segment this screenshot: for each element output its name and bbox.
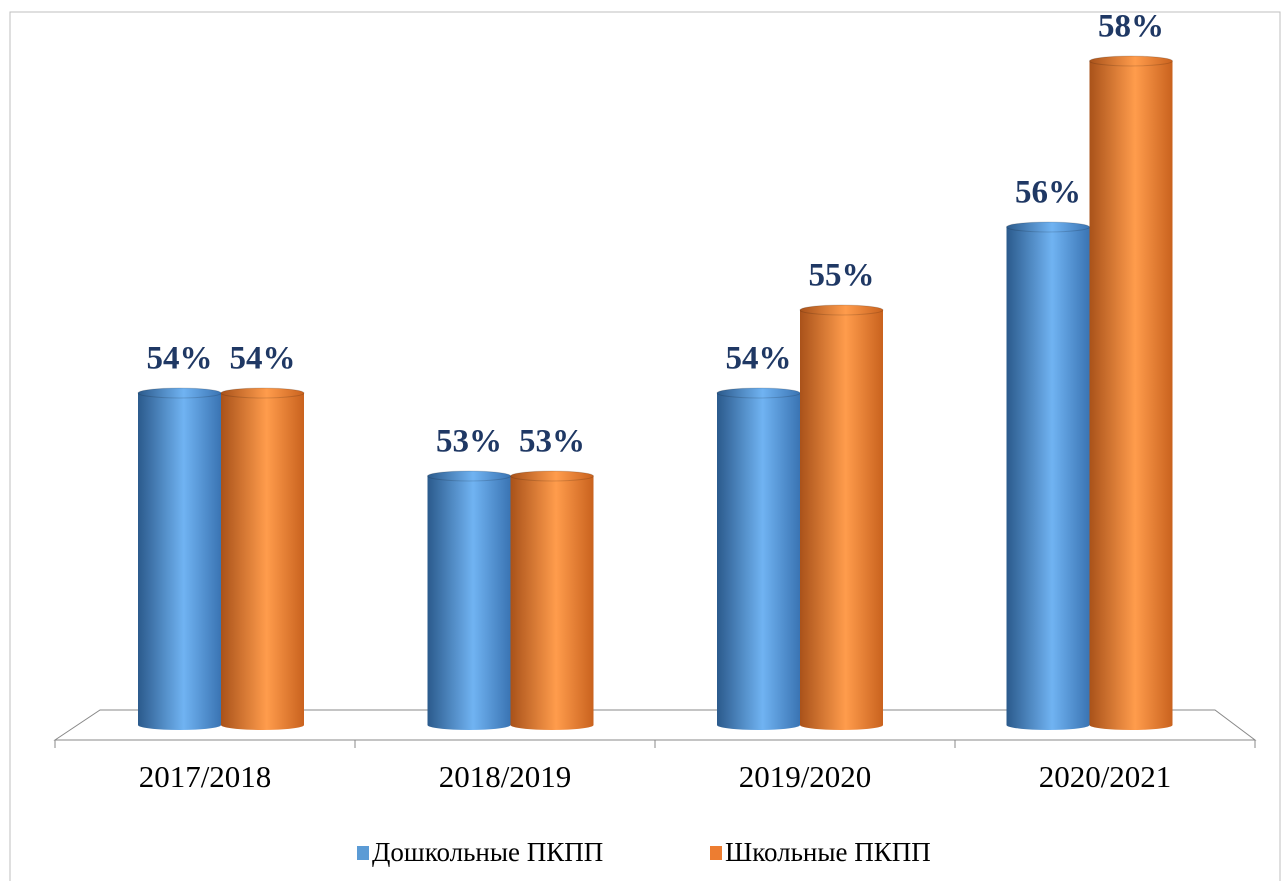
legend-label: Дошкольные ПКПП [372, 837, 603, 867]
bar-top [1089, 55, 1173, 67]
bar-top [510, 470, 594, 482]
legend-label: Школьные ПКПП [725, 837, 931, 867]
bar-top [427, 470, 511, 482]
chart-frame [9, 11, 1281, 881]
bar [427, 470, 511, 730]
value-label: 58% [1098, 9, 1164, 45]
bar-top [137, 387, 222, 399]
bar-top [1006, 221, 1090, 233]
value-label: 53% [519, 424, 585, 460]
x-tick-label: 2019/2020 [739, 759, 872, 794]
bar [510, 470, 594, 730]
bar-body [138, 393, 221, 725]
legend-swatch [710, 846, 722, 860]
legend-swatch [357, 846, 369, 860]
bar-top [716, 387, 801, 399]
x-tick-label: 2017/2018 [139, 759, 272, 794]
bar [220, 387, 305, 730]
bar-body [1006, 227, 1090, 725]
value-label: 55% [809, 258, 875, 294]
bar [1089, 55, 1173, 730]
bar-body [221, 393, 304, 725]
value-label: 53% [436, 424, 502, 460]
value-label: 54% [726, 341, 792, 377]
bar [799, 304, 884, 730]
bar-body [717, 393, 800, 725]
value-label: 54% [147, 341, 213, 377]
bar [1006, 221, 1090, 730]
bar-top [220, 387, 305, 399]
bar-body [1089, 61, 1173, 725]
bar-body [510, 476, 594, 725]
bar [716, 387, 801, 730]
x-tick-label: 2018/2019 [439, 759, 572, 794]
value-label: 56% [1015, 175, 1081, 211]
bar [137, 387, 222, 730]
floor [53, 709, 1257, 741]
bar-body [427, 476, 511, 725]
bar-body [800, 310, 883, 725]
x-tick-label: 2020/2021 [1039, 759, 1172, 794]
bar-top [799, 304, 884, 316]
value-label: 54% [230, 341, 296, 377]
